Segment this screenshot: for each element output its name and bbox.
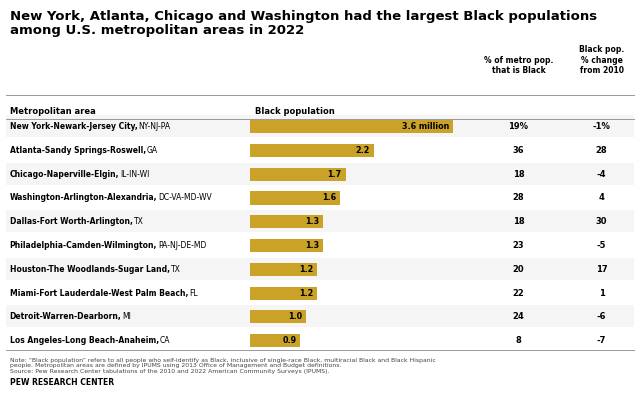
Text: Chicago-Naperville-Elgin,: Chicago-Naperville-Elgin, bbox=[10, 170, 119, 179]
Text: 36: 36 bbox=[513, 146, 524, 155]
Text: 22: 22 bbox=[513, 289, 524, 297]
FancyBboxPatch shape bbox=[250, 263, 317, 276]
Text: 19%: 19% bbox=[508, 122, 529, 131]
Text: Metropolitan area: Metropolitan area bbox=[10, 107, 95, 116]
Text: GA: GA bbox=[147, 146, 158, 155]
Text: 4: 4 bbox=[598, 194, 605, 202]
Text: NY-NJ-PA: NY-NJ-PA bbox=[139, 122, 171, 131]
FancyBboxPatch shape bbox=[250, 168, 346, 181]
Text: Miami-Fort Lauderdale-West Palm Beach,: Miami-Fort Lauderdale-West Palm Beach, bbox=[10, 289, 188, 297]
Text: -4: -4 bbox=[597, 170, 606, 179]
Text: 0.9: 0.9 bbox=[282, 336, 296, 345]
Text: TX: TX bbox=[134, 217, 143, 226]
Text: Washington-Arlington-Alexandria,: Washington-Arlington-Alexandria, bbox=[10, 194, 157, 202]
Text: 2.2: 2.2 bbox=[355, 146, 370, 155]
Text: 1.7: 1.7 bbox=[328, 170, 342, 179]
Text: -5: -5 bbox=[597, 241, 606, 250]
FancyBboxPatch shape bbox=[6, 258, 634, 280]
Text: Dallas-Fort Worth-Arlington,: Dallas-Fort Worth-Arlington, bbox=[10, 217, 132, 226]
Text: 17: 17 bbox=[596, 265, 607, 274]
FancyBboxPatch shape bbox=[250, 144, 374, 157]
Text: FL: FL bbox=[189, 289, 198, 297]
Text: New York-Newark-Jersey City,: New York-Newark-Jersey City, bbox=[10, 122, 138, 131]
FancyBboxPatch shape bbox=[6, 115, 634, 137]
Text: IL-IN-WI: IL-IN-WI bbox=[120, 170, 150, 179]
FancyBboxPatch shape bbox=[250, 120, 452, 133]
Text: Note: “Black population” refers to all people who self-identify as Black, inclus: Note: “Black population” refers to all p… bbox=[10, 358, 435, 374]
Text: -6: -6 bbox=[597, 312, 606, 321]
Text: 28: 28 bbox=[513, 194, 524, 202]
FancyBboxPatch shape bbox=[250, 310, 306, 323]
FancyBboxPatch shape bbox=[250, 215, 323, 228]
Text: 24: 24 bbox=[513, 312, 524, 321]
Text: 1.6: 1.6 bbox=[322, 194, 336, 202]
Text: DC-VA-MD-WV: DC-VA-MD-WV bbox=[158, 194, 212, 202]
FancyBboxPatch shape bbox=[250, 287, 317, 300]
Text: % of metro pop.
that is Black: % of metro pop. that is Black bbox=[484, 56, 553, 75]
Text: New York, Atlanta, Chicago and Washington had the largest Black populations: New York, Atlanta, Chicago and Washingto… bbox=[10, 10, 596, 23]
Text: 1: 1 bbox=[598, 289, 605, 297]
Text: Philadelphia-Camden-Wilmington,: Philadelphia-Camden-Wilmington, bbox=[10, 241, 157, 250]
FancyBboxPatch shape bbox=[6, 162, 634, 185]
Text: -1%: -1% bbox=[593, 122, 611, 131]
Text: 1.2: 1.2 bbox=[300, 289, 314, 297]
Text: 1.3: 1.3 bbox=[305, 241, 319, 250]
Text: PA-NJ-DE-MD: PA-NJ-DE-MD bbox=[158, 241, 207, 250]
Text: 18: 18 bbox=[513, 170, 524, 179]
Text: 1.2: 1.2 bbox=[300, 265, 314, 274]
Text: 30: 30 bbox=[596, 217, 607, 226]
Text: 18: 18 bbox=[513, 217, 524, 226]
Text: 23: 23 bbox=[513, 241, 524, 250]
Text: Houston-The Woodlands-Sugar Land,: Houston-The Woodlands-Sugar Land, bbox=[10, 265, 170, 274]
Text: TX: TX bbox=[171, 265, 180, 274]
Text: MI: MI bbox=[123, 312, 131, 321]
FancyBboxPatch shape bbox=[6, 210, 634, 232]
Text: 1.3: 1.3 bbox=[305, 217, 319, 226]
Text: PEW RESEARCH CENTER: PEW RESEARCH CENTER bbox=[10, 378, 114, 387]
Text: Detroit-Warren-Dearborn,: Detroit-Warren-Dearborn, bbox=[10, 312, 122, 321]
Text: 20: 20 bbox=[513, 265, 524, 274]
FancyBboxPatch shape bbox=[250, 334, 300, 347]
Text: among U.S. metropolitan areas in 2022: among U.S. metropolitan areas in 2022 bbox=[10, 24, 304, 37]
Text: 28: 28 bbox=[596, 146, 607, 155]
Text: 8: 8 bbox=[516, 336, 521, 345]
Text: 3.6 million: 3.6 million bbox=[401, 122, 449, 131]
FancyBboxPatch shape bbox=[250, 239, 323, 252]
Text: Black pop.
% change
from 2010: Black pop. % change from 2010 bbox=[579, 46, 624, 75]
Text: -7: -7 bbox=[597, 336, 606, 345]
FancyBboxPatch shape bbox=[250, 191, 340, 204]
Text: Black population: Black population bbox=[255, 107, 335, 116]
Text: CA: CA bbox=[160, 336, 170, 345]
Text: 1.0: 1.0 bbox=[288, 312, 302, 321]
FancyBboxPatch shape bbox=[6, 305, 634, 327]
Text: Atlanta-Sandy Springs-Roswell,: Atlanta-Sandy Springs-Roswell, bbox=[10, 146, 146, 155]
Text: Los Angeles-Long Beach-Anaheim,: Los Angeles-Long Beach-Anaheim, bbox=[10, 336, 159, 345]
